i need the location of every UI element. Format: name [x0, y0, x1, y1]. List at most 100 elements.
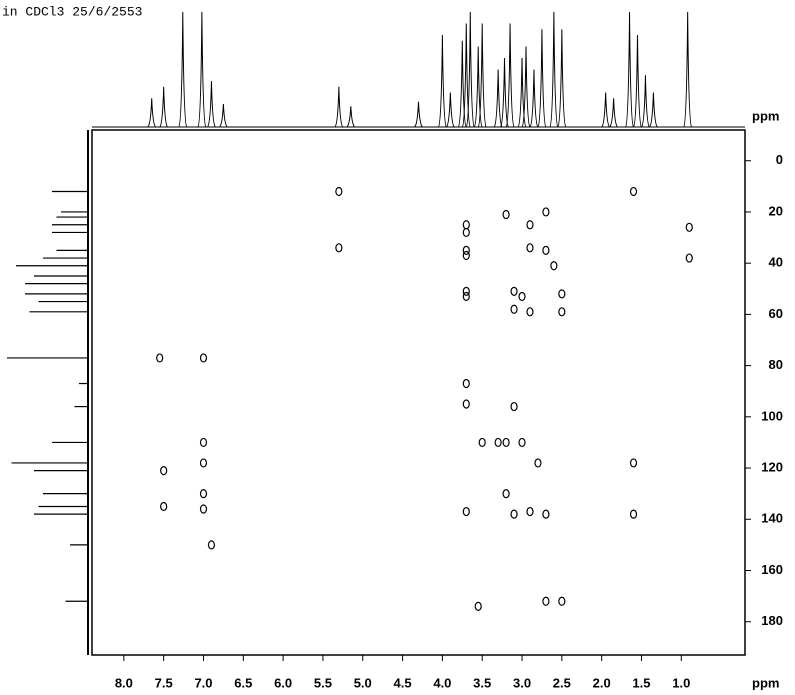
- y-tick-label: 140: [761, 511, 783, 526]
- x-tick-label: 7.0: [194, 675, 212, 690]
- top-peak: [446, 93, 454, 128]
- top-peak: [602, 93, 610, 128]
- cross-peak: [551, 262, 557, 270]
- y-axis-label: ppm: [752, 108, 779, 123]
- cross-peak: [543, 597, 549, 605]
- top-peak: [160, 87, 168, 127]
- x-tick-label: 4.0: [433, 675, 451, 690]
- top-peak: [538, 29, 546, 127]
- cross-peak: [463, 292, 469, 300]
- top-peak: [179, 12, 187, 127]
- top-peak: [550, 12, 558, 127]
- cross-peak: [631, 510, 637, 518]
- cross-peak: [161, 467, 167, 475]
- x-tick-label: 7.5: [155, 675, 173, 690]
- x-tick-label: 5.5: [314, 675, 332, 690]
- y-tick-label: 20: [769, 203, 783, 218]
- cross-peak: [463, 508, 469, 516]
- cross-peak: [463, 228, 469, 236]
- top-peak: [219, 104, 227, 127]
- y-tick-label: 100: [761, 408, 783, 423]
- cross-peak: [519, 292, 525, 300]
- y-tick-label: 60: [769, 306, 783, 321]
- cross-peak: [200, 459, 206, 467]
- cross-peak: [631, 187, 637, 195]
- y-tick-label: 120: [761, 459, 783, 474]
- top-peak: [148, 98, 156, 127]
- top-peak: [478, 24, 486, 128]
- x-tick-label: 4.5: [394, 675, 412, 690]
- top-peak: [335, 87, 343, 127]
- cross-peak: [463, 221, 469, 229]
- x-axis-label: ppm: [752, 675, 779, 690]
- cross-peak: [157, 354, 163, 362]
- cross-peak: [336, 244, 342, 252]
- cross-peak: [475, 602, 481, 610]
- cross-peak: [200, 505, 206, 513]
- top-peak: [684, 12, 692, 127]
- cross-peak: [527, 508, 533, 516]
- cross-peak: [511, 287, 517, 295]
- cross-peak: [686, 254, 692, 262]
- cross-peak: [503, 211, 509, 219]
- cross-peak: [511, 510, 517, 518]
- top-peak: [649, 93, 657, 128]
- cross-peak: [503, 438, 509, 446]
- top-peak: [626, 12, 634, 127]
- cross-peak: [519, 438, 525, 446]
- y-tick-label: 40: [769, 255, 783, 270]
- cross-peak: [161, 502, 167, 510]
- cross-peak: [543, 510, 549, 518]
- cross-peak: [511, 403, 517, 411]
- x-tick-label: 8.0: [115, 675, 133, 690]
- cross-peak: [559, 308, 565, 316]
- chart-title: in CDCl3 25/6/2553: [2, 4, 142, 19]
- y-tick-label: 180: [761, 613, 783, 628]
- cross-peak: [559, 597, 565, 605]
- top-peak: [506, 24, 514, 128]
- top-peak: [558, 29, 566, 127]
- x-tick-label: 5.0: [354, 675, 372, 690]
- cross-peak: [527, 308, 533, 316]
- cross-peak: [535, 459, 541, 467]
- cross-peak: [511, 305, 517, 313]
- top-peak: [347, 106, 355, 127]
- cross-peak: [543, 208, 549, 216]
- cross-peak: [208, 541, 214, 549]
- x-tick-label: 1.5: [632, 675, 650, 690]
- top-peak: [530, 70, 538, 128]
- x-tick-label: 6.5: [234, 675, 252, 690]
- cross-peak: [463, 251, 469, 259]
- y-tick-label: 0: [776, 152, 783, 167]
- y-tick-label: 160: [761, 562, 783, 577]
- cross-peak: [463, 380, 469, 388]
- top-peak: [466, 12, 474, 127]
- cross-peak: [336, 187, 342, 195]
- x-tick-label: 3.5: [473, 675, 491, 690]
- top-peak: [633, 35, 641, 127]
- chart: in CDCl3 25/6/2553 ppm ppm 8.0 7.5 7.0 6.5 6…: [0, 0, 795, 695]
- cross-peak: [200, 490, 206, 498]
- y-tick-label: 80: [769, 357, 783, 372]
- x-tick-label: 2.0: [593, 675, 611, 690]
- top-peak: [610, 98, 618, 127]
- cross-peak: [503, 490, 509, 498]
- cross-peak: [495, 438, 501, 446]
- top-peak: [415, 102, 423, 127]
- cross-peak: [686, 223, 692, 231]
- top-peak: [438, 35, 446, 127]
- x-tick-label: 2.5: [553, 675, 571, 690]
- cross-peak: [200, 354, 206, 362]
- top-peak: [641, 75, 649, 127]
- cross-peak: [527, 244, 533, 252]
- cross-peak: [559, 290, 565, 298]
- x-tick-label: 1.0: [672, 675, 690, 690]
- top-peak: [522, 47, 530, 128]
- cross-peak: [631, 459, 637, 467]
- x-tick-label: 6.0: [274, 675, 292, 690]
- plot-frame: [92, 130, 745, 655]
- top-peak: [198, 12, 206, 127]
- cross-peak: [543, 246, 549, 254]
- cross-peak: [200, 438, 206, 446]
- cross-peak: [463, 400, 469, 408]
